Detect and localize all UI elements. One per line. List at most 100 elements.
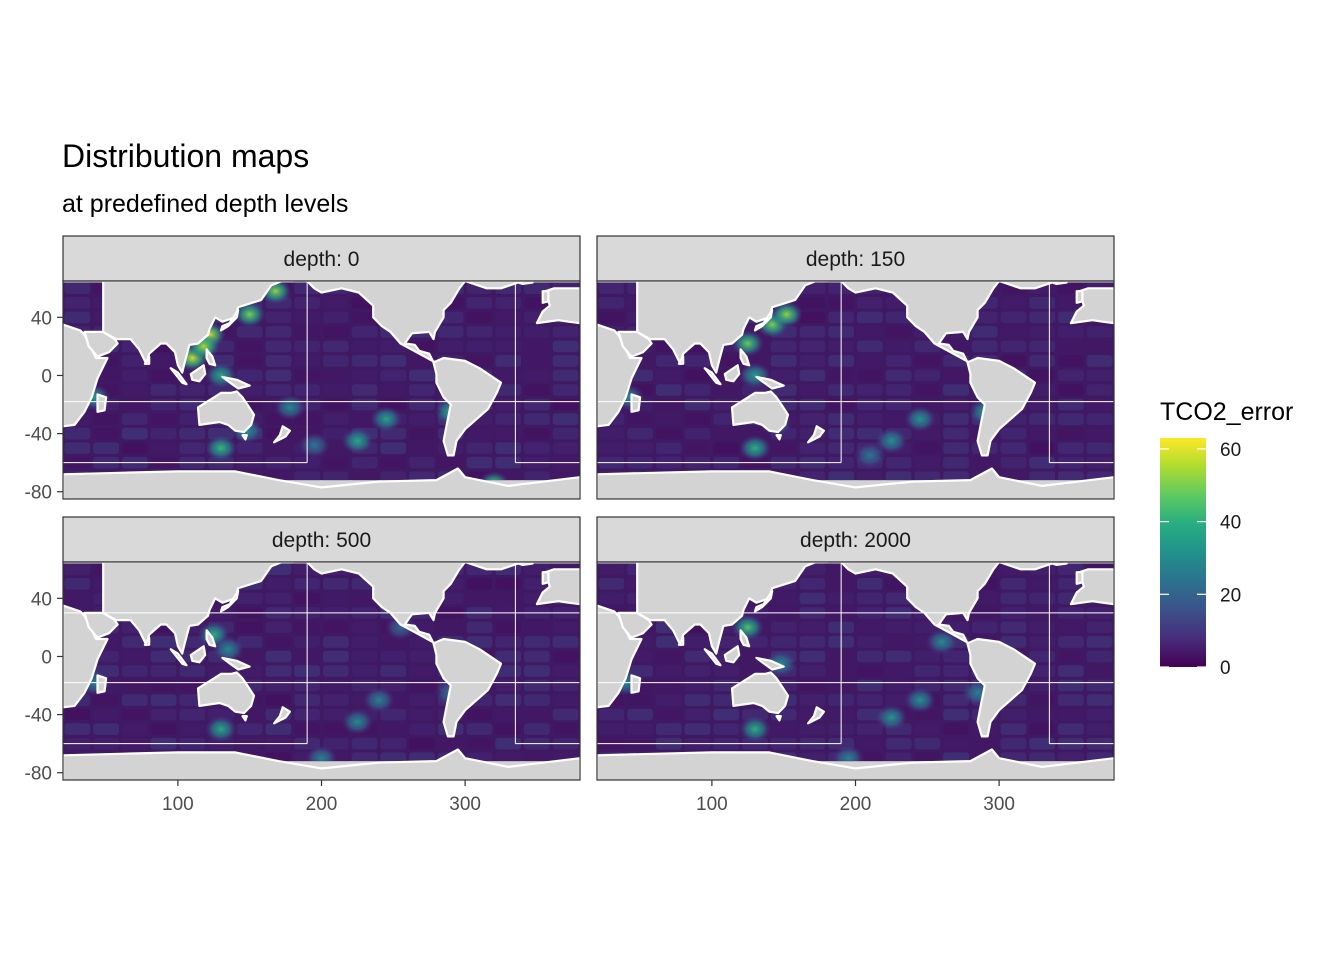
land-newguinea (755, 375, 785, 390)
ocean-cell (495, 311, 522, 324)
ocean-cell (598, 723, 625, 735)
ocean-cell (1029, 694, 1056, 706)
ocean-cell (437, 340, 464, 353)
ocean-cell (1086, 665, 1113, 677)
hotspot (875, 427, 908, 454)
ocean-cell (64, 563, 91, 576)
ocean-cell (323, 737, 349, 750)
ocean-cell (1000, 578, 1027, 590)
ocean-cell (1086, 636, 1113, 648)
land-madagascar (96, 674, 108, 694)
ocean-cell (495, 650, 522, 663)
ocean-cell (93, 427, 119, 440)
ocean-cell (552, 326, 579, 338)
ocean-cell (655, 723, 682, 735)
ocean-cell (121, 384, 148, 396)
legend-tick-label: 40 (1220, 513, 1241, 534)
hotspot (904, 406, 937, 433)
ocean-cell (1029, 650, 1056, 663)
ocean-cell (150, 723, 177, 735)
ocean-cell (466, 326, 493, 338)
y-tick-label: 0 (41, 366, 52, 387)
ocean-cell (150, 427, 177, 440)
ocean-cell (495, 326, 522, 338)
ocean-cell (857, 679, 883, 692)
ocean-cell (857, 340, 883, 353)
ocean-cell (323, 355, 349, 367)
ocean-cell (1058, 752, 1084, 762)
land-sumatra (169, 648, 188, 667)
ocean-cell (93, 694, 119, 706)
ocean-cell (121, 708, 148, 721)
ocean-cell (495, 694, 522, 706)
ocean-cell (179, 708, 206, 721)
ocean-cell (1029, 340, 1056, 353)
ocean-cell (121, 398, 148, 411)
hotspot (273, 394, 306, 421)
ocean-cell (179, 427, 206, 440)
hotspot (341, 427, 374, 454)
ocean-cell (437, 737, 464, 750)
ocean-cell (684, 679, 711, 692)
ocean-cell (857, 297, 883, 309)
ocean-cell (466, 340, 493, 353)
ocean-cell (323, 471, 349, 481)
hotspot (204, 716, 237, 743)
ocean-cell (655, 679, 682, 692)
ocean-cell (524, 369, 550, 382)
land-india_tip (143, 355, 151, 365)
ocean-cell (655, 398, 682, 411)
ocean-cell (943, 384, 969, 396)
ocean-cell (799, 326, 826, 338)
ocean-cell (857, 355, 883, 367)
ocean-cell (380, 471, 407, 481)
land-japan (753, 589, 774, 613)
ocean-cell (655, 369, 682, 382)
ocean-cell (409, 723, 435, 735)
ocean-cell (713, 708, 740, 721)
ocean-cell (495, 340, 522, 353)
ocean-cell (64, 427, 91, 440)
ocean-cell (770, 723, 797, 735)
ocean-cell (150, 679, 177, 692)
ocean-cell (914, 471, 941, 481)
land-tasmania (241, 714, 248, 722)
land-borneo (723, 364, 741, 383)
ocean-cell (150, 694, 177, 706)
land-africa (597, 323, 643, 428)
y-tick-label: -80 (25, 764, 52, 785)
ocean-cell (1058, 679, 1084, 692)
ocean-cell (409, 427, 435, 440)
hotspot (770, 301, 803, 328)
ocean-cell (914, 355, 941, 367)
ocean-cell (684, 398, 711, 411)
land-uk (541, 290, 550, 304)
land-antarctica (63, 467, 580, 499)
hotspot (370, 406, 403, 433)
ocean-cell (914, 752, 941, 762)
ocean-cell (943, 694, 969, 706)
ocean-cell (236, 326, 263, 338)
ocean-cell (524, 679, 550, 692)
ocean-cell (265, 665, 292, 677)
ocean-cell (943, 442, 969, 454)
ocean-cell (409, 369, 435, 382)
ocean-cell (1000, 592, 1027, 605)
ocean-cell (1029, 442, 1056, 454)
ocean-cell (323, 665, 349, 677)
ocean-cell (265, 578, 292, 590)
legend-tick-label: 20 (1220, 585, 1241, 606)
ocean-cell (351, 621, 378, 634)
land-greenland (997, 281, 1058, 290)
ocean-cell (885, 340, 912, 353)
ocean-cell (713, 384, 740, 396)
facet-2000: depth: 2000 100 200 300 (596, 516, 1115, 815)
ocean-cell (1029, 456, 1056, 469)
ocean-cell (524, 442, 550, 454)
ocean-cell (351, 636, 378, 648)
ocean-cell (971, 621, 998, 634)
ocean-cell (857, 311, 883, 324)
ocean-cell (828, 471, 854, 481)
ocean-cell (351, 665, 378, 677)
ocean-cell (914, 723, 941, 735)
